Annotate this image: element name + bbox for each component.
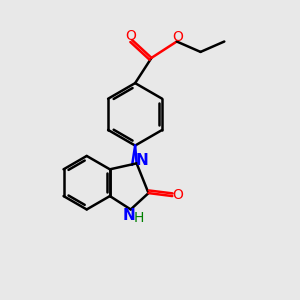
Text: O: O [172,30,183,44]
Text: H: H [134,211,144,225]
Text: N: N [123,208,136,224]
Text: O: O [172,188,183,202]
Text: O: O [125,29,136,44]
Text: N: N [136,153,148,168]
